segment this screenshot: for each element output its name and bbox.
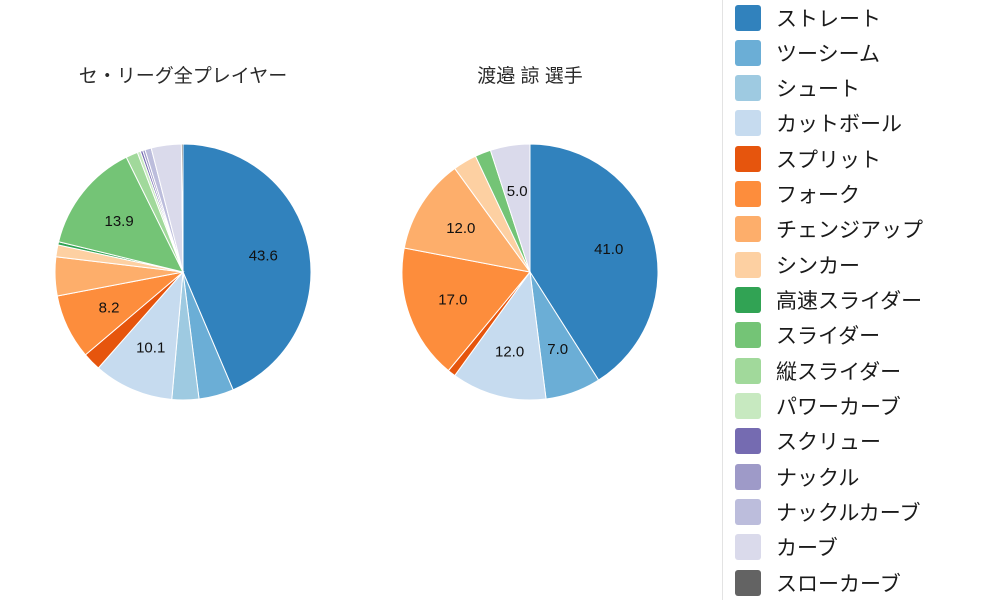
legend-swatch xyxy=(735,110,761,137)
legend-label: ストレート xyxy=(776,7,881,31)
legend-swatch xyxy=(735,392,761,419)
legend-item[interactable]: フォーク xyxy=(735,177,999,212)
legend-swatch xyxy=(735,357,761,384)
legend-swatch xyxy=(735,463,761,490)
legend-swatch xyxy=(735,251,761,278)
pie-slice xyxy=(489,143,531,273)
slice-label: 5.0 xyxy=(507,183,528,200)
legend-label: チェンジアップ xyxy=(776,219,923,243)
slice-label: 12.0 xyxy=(495,343,524,360)
pie-league: 43.6 10.1 8.2 13.9 xyxy=(54,143,312,401)
legend-item[interactable]: シンカー xyxy=(735,247,999,282)
legend-label: フォーク xyxy=(776,184,860,208)
legend-item[interactable]: 高速スライダー xyxy=(735,283,999,318)
legend-item[interactable]: ツーシーム xyxy=(735,35,999,70)
slice-label: 8.2 xyxy=(99,299,120,316)
legend-swatch xyxy=(735,569,761,596)
slice-label: 7.0 xyxy=(547,341,568,358)
legend-label: シュート xyxy=(776,78,860,102)
pie-player: 41.0 7.0 12.0 17.0 12.0 5.0 xyxy=(401,143,659,401)
legend-item[interactable]: ナックルカーブ xyxy=(735,494,999,529)
legend-swatch xyxy=(735,181,761,208)
legend-label: カットボール xyxy=(776,113,902,137)
legend-swatch xyxy=(735,145,761,172)
slice-label: 17.0 xyxy=(438,292,467,309)
pie-slice xyxy=(97,270,184,401)
legend-label: ナックルカーブ xyxy=(776,501,921,525)
legend-item[interactable]: 縦スライダー xyxy=(735,353,999,388)
chart-title-player: 渡邉 諒 選手 xyxy=(477,66,583,87)
legend-label: スライダー xyxy=(776,325,881,349)
legend-swatch xyxy=(735,39,761,66)
legend-item[interactable]: パワーカーブ xyxy=(735,388,999,423)
slice-label: 43.6 xyxy=(249,248,278,265)
chart-title-league: セ・リーグ全プレイヤー xyxy=(78,66,288,87)
legend: ストレートツーシームシュートカットボール スプリットフォークチェンジアップ シンカー… xyxy=(722,0,999,600)
pie-slice xyxy=(529,143,659,381)
legend-label: スローカーブ xyxy=(776,572,901,596)
slice-label: 12.0 xyxy=(446,220,475,237)
legend-item[interactable]: カットボール xyxy=(735,106,999,141)
legend-swatch xyxy=(735,216,761,243)
legend-label: シンカー xyxy=(776,254,860,278)
legend-label: 高速スライダー xyxy=(776,290,923,313)
legend-swatch xyxy=(735,287,761,313)
pie-slice xyxy=(180,143,184,273)
legend-swatch xyxy=(735,534,761,561)
pie-chart-player: 渡邉 諒 選手 41.0 7.0 12.0 17.0 12.0 5.0 xyxy=(390,64,670,412)
legend-item[interactable]: スプリット xyxy=(735,141,999,176)
legend-label: スクリュー xyxy=(776,431,881,455)
slice-label: 41.0 xyxy=(594,241,623,258)
legend-label: スプリット xyxy=(776,148,881,172)
legend-item[interactable]: シュート xyxy=(735,71,999,106)
pie-slice xyxy=(58,156,184,273)
pie-slice xyxy=(182,143,312,391)
legend-swatch xyxy=(735,428,761,455)
legend-item[interactable]: スライダー xyxy=(735,318,999,353)
legend-swatch xyxy=(735,498,761,525)
legend-swatch xyxy=(735,322,761,349)
slice-label: 13.9 xyxy=(104,213,133,230)
legend-swatch xyxy=(735,75,761,102)
pie-slice xyxy=(401,247,531,372)
legend-item[interactable]: スクリュー xyxy=(735,424,999,459)
legend-swatch xyxy=(735,4,761,31)
legend-item[interactable]: チェンジアップ xyxy=(735,212,999,247)
legend-item[interactable]: ストレート xyxy=(735,0,999,35)
legend-item[interactable]: スローカーブ xyxy=(735,565,999,600)
legend-label: ツーシーム xyxy=(776,42,880,66)
pie-slice xyxy=(454,270,547,401)
legend-label: ナックル xyxy=(776,466,860,490)
legend-label: 縦スライダー xyxy=(776,360,902,384)
legend-label: カーブ xyxy=(776,537,838,561)
pie-chart-league: セ・リーグ全プレイヤー 43.6 10.1 8.2 13.9 xyxy=(43,64,323,412)
legend-item[interactable]: ナックル xyxy=(735,459,999,494)
slice-label: 10.1 xyxy=(136,339,165,356)
legend-label: パワーカーブ xyxy=(776,395,901,419)
pie-slice xyxy=(403,167,532,273)
legend-item[interactable]: カーブ xyxy=(735,530,999,565)
